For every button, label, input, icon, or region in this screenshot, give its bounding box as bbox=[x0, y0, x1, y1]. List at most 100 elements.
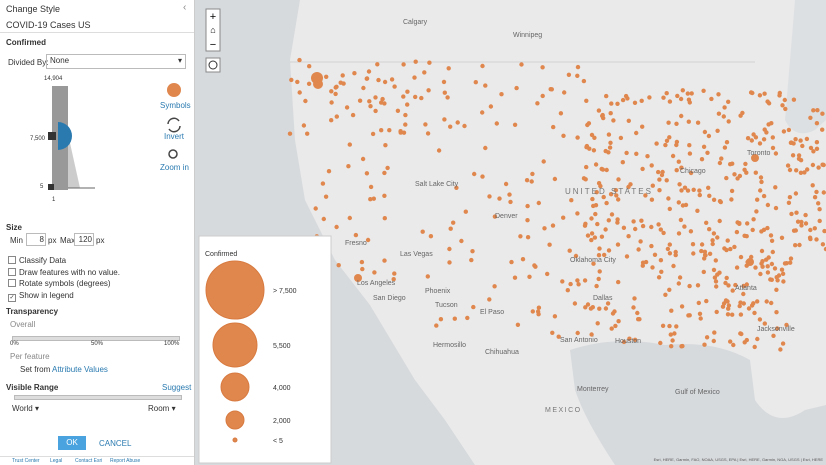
case-point bbox=[488, 104, 494, 109]
case-point bbox=[613, 188, 619, 193]
case-point bbox=[603, 148, 608, 154]
case-point bbox=[755, 197, 760, 202]
case-point bbox=[519, 62, 524, 67]
cancel-button[interactable]: CANCEL bbox=[99, 439, 132, 448]
back-arrow[interactable]: ‹ bbox=[183, 2, 187, 13]
range-slider[interactable] bbox=[14, 395, 182, 400]
range-to[interactable]: Room ▾ bbox=[148, 404, 176, 413]
back-title[interactable]: Change Style bbox=[6, 4, 61, 14]
footer-link[interactable]: Legal bbox=[50, 458, 63, 464]
size-min-input[interactable]: 8 bbox=[26, 233, 46, 246]
option[interactable]: ✓ Show in legend bbox=[8, 291, 74, 302]
case-point bbox=[746, 306, 752, 311]
case-point bbox=[624, 254, 630, 259]
case-point bbox=[704, 335, 710, 340]
home[interactable]: ⌂ bbox=[210, 25, 215, 35]
case-point bbox=[583, 305, 588, 310]
range-from[interactable]: World ▾ bbox=[12, 404, 39, 413]
legend-label: 5,500 bbox=[273, 343, 291, 350]
divider bbox=[0, 456, 194, 457]
checkbox[interactable] bbox=[8, 256, 16, 264]
case-point bbox=[769, 277, 774, 282]
tool-symbols[interactable]: Symbols bbox=[160, 101, 191, 110]
case-point bbox=[667, 323, 672, 329]
case-point bbox=[445, 95, 450, 100]
case-point bbox=[796, 153, 802, 158]
option[interactable]: Rotate symbols (degrees) bbox=[8, 279, 111, 288]
ok-button[interactable]: OK bbox=[58, 436, 86, 450]
case-point bbox=[673, 252, 678, 258]
case-point bbox=[616, 319, 621, 324]
case-point bbox=[620, 160, 625, 165]
case-point bbox=[447, 246, 452, 252]
case-point bbox=[814, 237, 819, 242]
case-point bbox=[714, 309, 719, 315]
case-point bbox=[562, 90, 567, 95]
size-max-input[interactable]: 120 bbox=[74, 233, 94, 246]
case-point bbox=[794, 210, 799, 215]
case-point bbox=[573, 253, 579, 259]
handle[interactable] bbox=[48, 184, 54, 190]
case-point bbox=[731, 342, 736, 348]
country-label: MEXICO bbox=[545, 407, 582, 414]
case-point bbox=[679, 165, 684, 170]
footer-link[interactable]: Trust Center bbox=[12, 458, 40, 464]
case-point bbox=[707, 251, 713, 256]
case-point bbox=[582, 223, 588, 228]
case-point bbox=[463, 209, 468, 214]
case-point bbox=[702, 252, 708, 258]
size-title: Size bbox=[6, 223, 23, 232]
zoom-in[interactable]: + bbox=[210, 11, 216, 23]
case-point bbox=[742, 167, 747, 172]
case-point bbox=[821, 162, 826, 168]
case-point bbox=[754, 209, 759, 214]
case-point bbox=[442, 117, 447, 122]
case-point bbox=[726, 99, 731, 105]
case-point bbox=[782, 97, 787, 103]
case-point bbox=[730, 161, 735, 166]
checkbox[interactable] bbox=[8, 267, 16, 276]
legend: Confirmed > 7,500 5,500 4,000 2,000 < 5 bbox=[198, 235, 332, 464]
tool-invert[interactable]: Invert bbox=[164, 132, 185, 141]
case-point bbox=[723, 298, 729, 303]
zoom-out[interactable]: − bbox=[210, 39, 216, 51]
checkbox[interactable] bbox=[8, 279, 16, 287]
handle[interactable] bbox=[48, 132, 56, 140]
case-point bbox=[324, 74, 329, 80]
city-label: Atlanta bbox=[735, 285, 757, 292]
case-point bbox=[680, 88, 685, 93]
divided-by-select[interactable]: None ▾ bbox=[46, 54, 186, 69]
tool-zoom[interactable]: Zoom in bbox=[160, 163, 189, 172]
case-point bbox=[765, 225, 770, 231]
case-point bbox=[658, 258, 664, 263]
footer-link[interactable]: Report Abuse bbox=[110, 458, 141, 464]
case-point bbox=[380, 96, 385, 102]
case-point bbox=[666, 196, 671, 201]
zoom-icon[interactable] bbox=[168, 149, 178, 159]
invert-icon[interactable] bbox=[167, 117, 181, 133]
case-point bbox=[359, 259, 365, 265]
option[interactable]: Classify Data bbox=[8, 256, 66, 265]
zoom-box[interactable] bbox=[205, 8, 221, 52]
case-point bbox=[680, 203, 686, 208]
suggest-link[interactable]: Suggest bbox=[162, 383, 192, 392]
symbols-icon[interactable] bbox=[167, 83, 181, 97]
case-point bbox=[596, 181, 602, 186]
case-point bbox=[419, 95, 424, 101]
attribute-link[interactable]: Attribute Values bbox=[52, 365, 108, 374]
case-point bbox=[589, 216, 594, 221]
case-point bbox=[743, 161, 748, 167]
case-point bbox=[770, 135, 775, 140]
case-point bbox=[368, 197, 373, 202]
case-point bbox=[425, 131, 431, 136]
checkbox[interactable]: ✓ bbox=[8, 293, 16, 302]
city-label: Oklahoma City bbox=[570, 257, 616, 264]
map[interactable]: Calgary Winnipeg Salt Lake City Denver Fresn… bbox=[195, 0, 826, 465]
footer-link[interactable]: Contact Esri bbox=[75, 458, 103, 464]
option[interactable]: Draw features with no value. bbox=[8, 267, 120, 277]
case-point bbox=[338, 80, 343, 85]
case-point bbox=[287, 131, 293, 136]
locate[interactable] bbox=[205, 57, 221, 73]
case-point bbox=[812, 195, 818, 200]
transparency-slider[interactable] bbox=[12, 336, 180, 341]
